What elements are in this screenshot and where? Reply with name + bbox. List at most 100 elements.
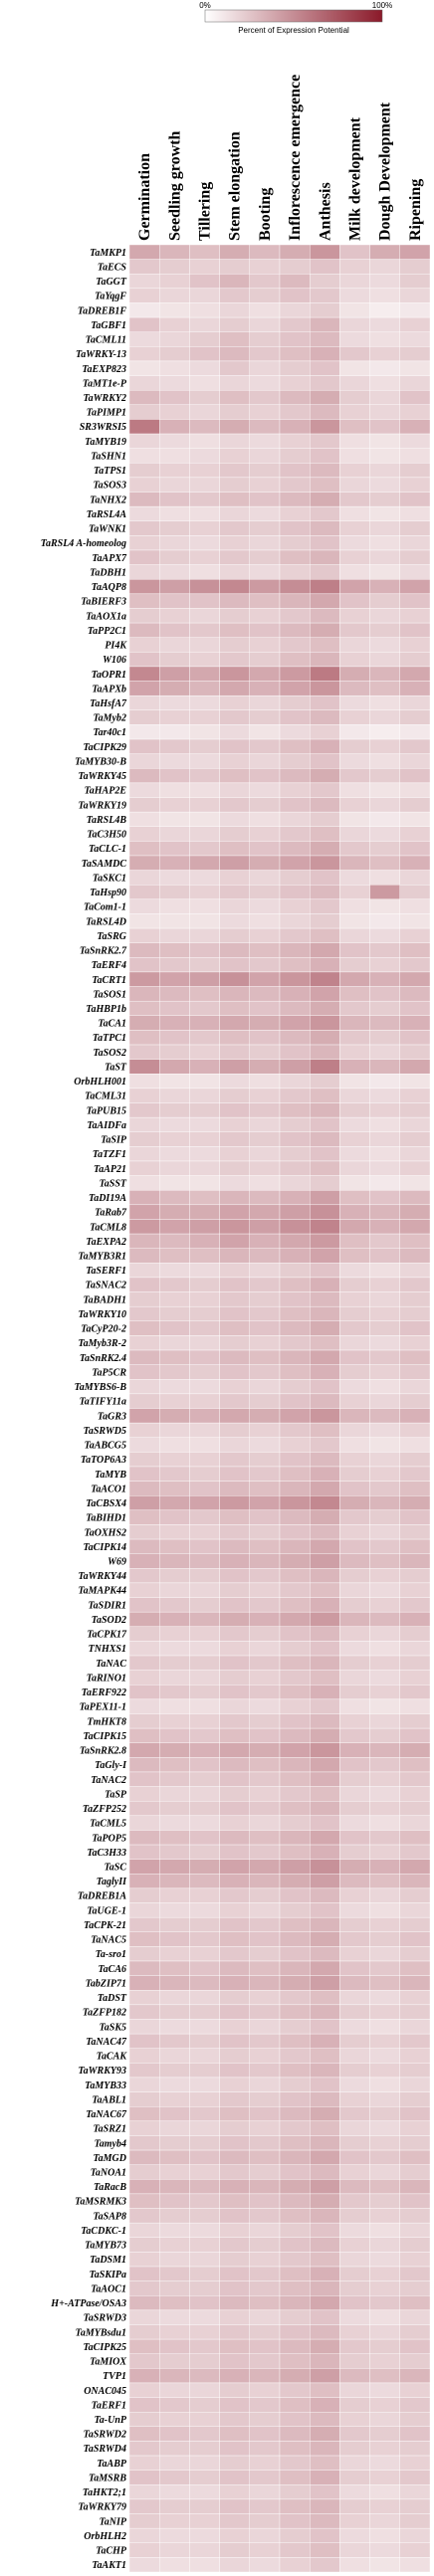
heatmap-cell	[279, 1524, 311, 1540]
heatmap-cell	[219, 1727, 251, 1743]
heatmap-cell	[310, 2338, 340, 2354]
heatmap-cell	[399, 1626, 431, 1642]
heatmap-cell	[339, 1422, 370, 1438]
heatmap-cell	[369, 1553, 401, 1569]
heatmap-cell	[339, 855, 370, 871]
heatmap-cell	[279, 1509, 311, 1525]
heatmap-cell	[310, 2164, 340, 2180]
heatmap-cell	[219, 1684, 251, 1700]
heatmap-cell	[369, 870, 401, 886]
heatmap-cell	[339, 2193, 370, 2209]
heatmap-cell	[249, 1757, 281, 1773]
gene-label: TaSHN1	[91, 451, 126, 462]
heatmap-cell	[249, 1830, 281, 1846]
heatmap-cell	[158, 331, 190, 347]
heatmap-cell	[189, 535, 220, 551]
gene-label: TaEXP823	[82, 364, 126, 375]
heatmap-cell	[249, 1116, 281, 1132]
heatmap-cell	[369, 1277, 401, 1292]
heatmap-cell	[279, 2193, 311, 2209]
heatmap-cell	[369, 2091, 401, 2107]
heatmap-cell	[369, 1379, 401, 1395]
heatmap-cell	[310, 2266, 340, 2281]
heatmap-cell	[158, 1684, 190, 1700]
heatmap-cell	[189, 1044, 220, 1060]
heatmap-cell	[189, 389, 220, 406]
heatmap-cell	[279, 2252, 311, 2268]
heatmap-cell	[339, 1277, 370, 1292]
heatmap-cell	[399, 520, 431, 536]
heatmap-cell	[369, 797, 401, 813]
heatmap-cell	[158, 375, 190, 391]
heatmap-cell	[369, 2063, 401, 2079]
heatmap-cell	[399, 1509, 431, 1525]
heatmap-cell	[339, 2353, 370, 2369]
heatmap-cell	[310, 1874, 340, 1889]
heatmap-cell	[310, 1771, 340, 1787]
heatmap-cell	[339, 1074, 370, 1090]
heatmap-cell	[369, 505, 401, 521]
heatmap-cell	[399, 622, 431, 638]
heatmap-cell	[310, 2208, 340, 2224]
heatmap-cell	[158, 1597, 190, 1613]
heatmap-cell	[399, 549, 431, 565]
heatmap-cell	[158, 520, 190, 536]
heatmap-cell	[369, 1495, 401, 1511]
heatmap-cell	[158, 1975, 190, 1991]
heatmap-cell	[219, 1146, 251, 1162]
heatmap-cell	[339, 637, 370, 653]
heatmap-cell	[189, 1088, 220, 1103]
heatmap-cell	[339, 971, 370, 987]
heatmap-cell	[249, 2135, 281, 2151]
heatmap-cell	[189, 1248, 220, 1264]
heatmap-cell	[219, 1305, 251, 1321]
heatmap-cell	[128, 2338, 160, 2354]
gene-label: TNHXS1	[89, 1644, 126, 1655]
heatmap-cell	[219, 2179, 251, 2195]
heatmap-cell	[219, 694, 251, 710]
heatmap-cell	[339, 724, 370, 740]
heatmap-cell	[249, 841, 281, 857]
heatmap-cell	[249, 2324, 281, 2340]
heatmap-cell	[310, 1742, 340, 1758]
gene-label: TaMYB73	[85, 2241, 126, 2252]
heatmap-cell	[399, 885, 431, 900]
heatmap-cell	[158, 2527, 190, 2543]
heatmap-cell	[399, 1844, 431, 1860]
heatmap-cell	[219, 724, 251, 740]
heatmap-cell	[339, 2164, 370, 2180]
heatmap-cell	[339, 1466, 370, 1482]
heatmap-cell	[279, 709, 311, 725]
heatmap-cell	[369, 724, 401, 740]
gene-label: TaSAMDC	[82, 859, 127, 870]
heatmap-cell	[339, 2411, 370, 2428]
gene-label: TaMyb2	[93, 713, 126, 724]
heatmap-cell	[369, 2411, 401, 2428]
heatmap-cell	[310, 637, 340, 653]
heatmap-cell	[158, 1015, 190, 1031]
heatmap-cell	[219, 1263, 251, 1279]
heatmap-cell	[369, 1422, 401, 1438]
heatmap-cell	[399, 2368, 431, 2384]
heatmap-cell	[369, 404, 401, 420]
heatmap-cell	[369, 1509, 401, 1525]
heatmap-cell	[399, 1946, 431, 1962]
heatmap-cell	[219, 622, 251, 638]
heatmap-cell	[310, 1887, 340, 1903]
heatmap-cell	[310, 1364, 340, 1380]
heatmap-cell	[128, 957, 160, 973]
heatmap-cell	[339, 2527, 370, 2543]
heatmap-cell	[219, 1291, 251, 1307]
heatmap-cell	[399, 2149, 431, 2165]
heatmap-cell	[369, 2527, 401, 2543]
heatmap-cell	[339, 1305, 370, 1321]
heatmap-cell	[158, 666, 190, 682]
heatmap-cell	[369, 419, 401, 435]
heatmap-cell	[310, 274, 340, 290]
heatmap-cell	[189, 477, 220, 493]
heatmap-cell	[279, 1305, 311, 1321]
gene-label: TaSP	[105, 1789, 127, 1800]
heatmap-cell	[339, 1757, 370, 1773]
heatmap-cell	[310, 2179, 340, 2195]
heatmap-cell	[399, 1801, 431, 1817]
